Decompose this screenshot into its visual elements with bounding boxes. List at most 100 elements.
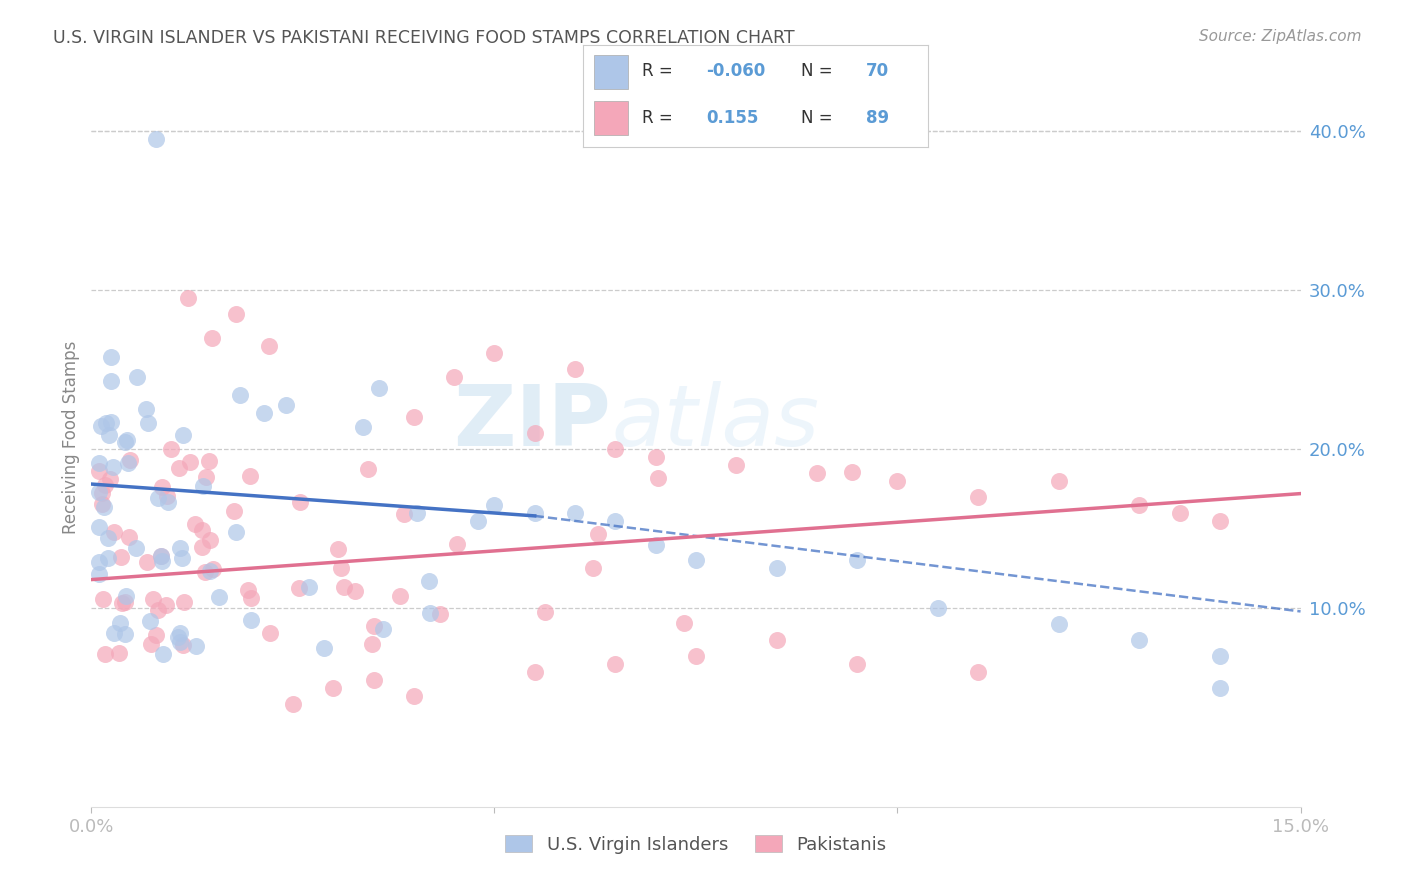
Bar xyxy=(593,55,628,88)
Text: N =: N = xyxy=(800,110,838,128)
Y-axis label: Receiving Food Stamps: Receiving Food Stamps xyxy=(62,341,80,533)
Point xyxy=(97,532,120,546)
Point xyxy=(100,416,122,430)
Point xyxy=(114,626,136,640)
Point xyxy=(644,450,666,464)
Point xyxy=(145,628,167,642)
Point xyxy=(534,605,557,619)
Point xyxy=(225,307,247,321)
Point xyxy=(406,506,429,520)
Point xyxy=(93,478,115,492)
Point xyxy=(89,484,111,499)
Point xyxy=(967,665,990,679)
Point xyxy=(172,428,194,442)
Point xyxy=(98,471,121,485)
Point xyxy=(115,434,138,448)
Point xyxy=(124,541,146,555)
Point xyxy=(160,442,183,457)
Point xyxy=(194,566,217,580)
Point xyxy=(135,555,157,569)
Point xyxy=(167,630,190,644)
Point xyxy=(523,506,546,520)
Point xyxy=(523,665,546,679)
Point xyxy=(94,647,117,661)
Point xyxy=(1047,474,1070,488)
Point xyxy=(1128,633,1150,648)
Point xyxy=(146,491,169,505)
Point xyxy=(89,555,111,569)
Text: R =: R = xyxy=(643,62,678,80)
Point xyxy=(183,516,205,531)
Point xyxy=(150,480,173,494)
Point xyxy=(257,338,280,352)
Point xyxy=(100,375,122,389)
Point xyxy=(419,607,441,621)
Point xyxy=(169,635,191,649)
Point xyxy=(114,595,136,609)
Point xyxy=(605,442,627,456)
Text: -0.060: -0.060 xyxy=(706,62,765,80)
Point xyxy=(886,474,908,488)
Point xyxy=(1128,498,1150,512)
Text: N =: N = xyxy=(800,62,838,80)
Point xyxy=(167,460,190,475)
Point xyxy=(363,673,385,687)
Point xyxy=(156,495,179,509)
Point xyxy=(103,524,125,539)
Point xyxy=(89,519,111,533)
Point xyxy=(169,625,191,640)
Point xyxy=(110,550,132,565)
Point xyxy=(89,456,111,470)
Text: R =: R = xyxy=(643,110,683,128)
Point xyxy=(191,540,214,554)
Point xyxy=(333,580,356,594)
Point xyxy=(484,498,506,512)
Point xyxy=(240,613,263,627)
Point xyxy=(225,524,247,539)
Point xyxy=(186,640,208,654)
Point xyxy=(115,589,138,603)
Point xyxy=(343,584,366,599)
Point xyxy=(152,648,174,662)
Point xyxy=(326,542,349,557)
Point xyxy=(201,330,224,344)
Point xyxy=(806,466,828,480)
Point xyxy=(1168,506,1191,520)
Point xyxy=(605,514,627,528)
Point xyxy=(274,398,297,412)
Point xyxy=(523,426,546,441)
Point xyxy=(322,681,344,695)
Point xyxy=(443,370,465,384)
Point xyxy=(91,591,114,606)
Point xyxy=(402,689,425,703)
Point xyxy=(564,362,586,376)
Point xyxy=(1047,617,1070,632)
Point xyxy=(685,648,707,663)
Point xyxy=(352,420,374,434)
Point xyxy=(312,641,335,656)
Point xyxy=(135,402,157,417)
Point xyxy=(156,490,179,504)
Point xyxy=(110,616,132,631)
Point xyxy=(111,596,134,610)
Point xyxy=(94,416,117,430)
Point xyxy=(288,494,311,508)
Point xyxy=(90,418,112,433)
Point xyxy=(368,381,391,395)
Point xyxy=(582,560,605,574)
Text: atlas: atlas xyxy=(612,381,820,464)
Point xyxy=(179,455,201,469)
Point xyxy=(388,590,411,604)
Point xyxy=(155,598,177,612)
Point xyxy=(191,523,214,537)
Point xyxy=(150,549,173,563)
Point xyxy=(846,553,869,567)
Point xyxy=(172,638,194,652)
Point xyxy=(605,657,627,671)
Point xyxy=(170,550,193,565)
Point xyxy=(173,595,195,609)
Point xyxy=(429,607,451,621)
Point xyxy=(125,370,148,384)
Text: ZIP: ZIP xyxy=(454,381,612,464)
Point xyxy=(136,416,159,430)
